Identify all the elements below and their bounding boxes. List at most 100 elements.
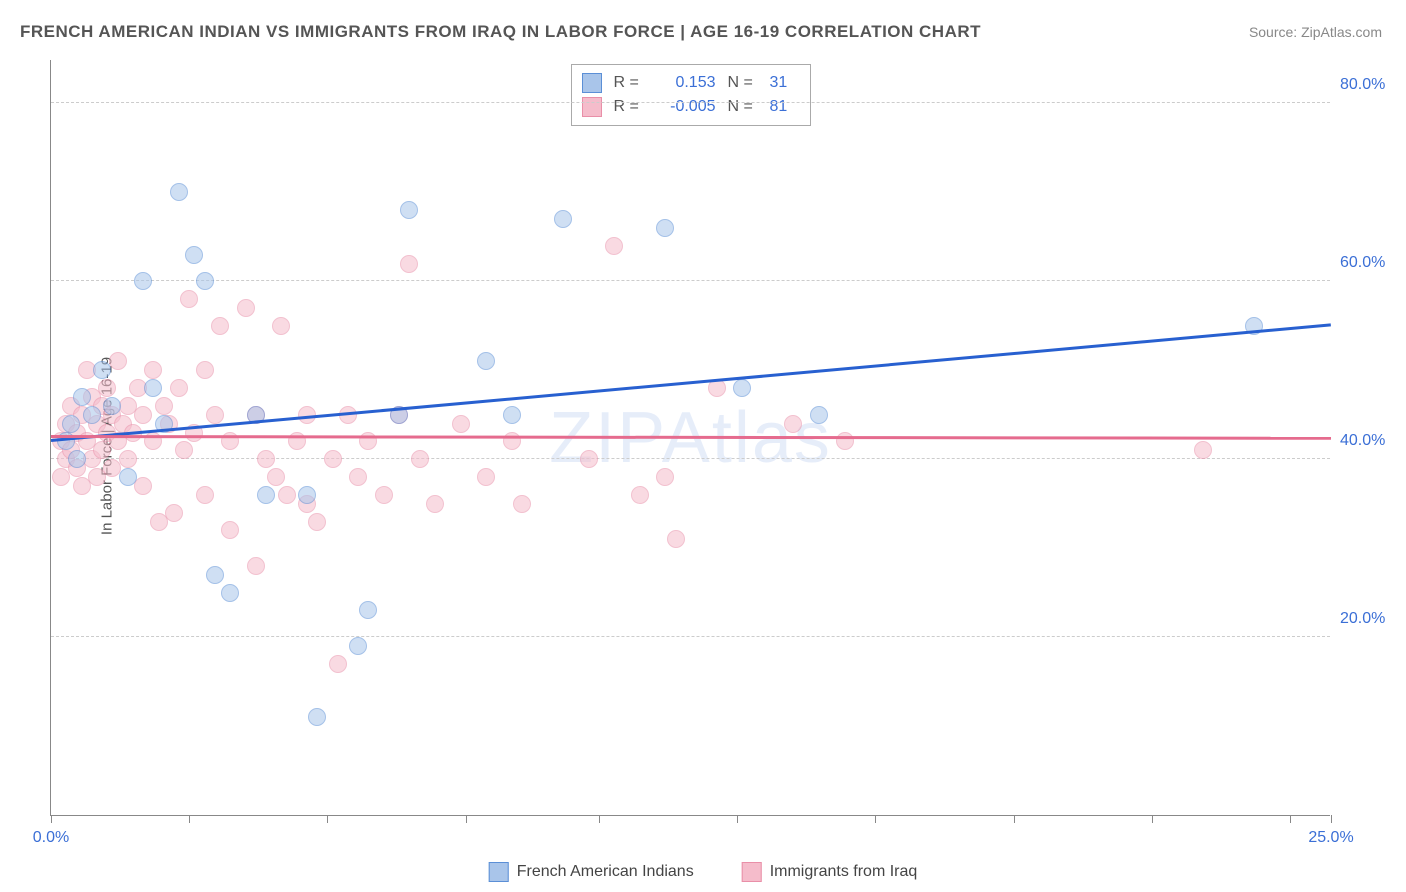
scatter-point — [349, 468, 367, 486]
legend-swatch — [582, 73, 602, 93]
scatter-point — [784, 415, 802, 433]
scatter-point — [278, 486, 296, 504]
legend-swatch — [742, 862, 762, 882]
y-tick-label: 60.0% — [1340, 254, 1400, 272]
legend-item: French American Indians — [489, 862, 694, 882]
legend-r-label: R = — [614, 74, 644, 92]
x-tick — [737, 815, 738, 823]
legend-n-label: N = — [728, 74, 758, 92]
scatter-point — [267, 468, 285, 486]
scatter-point — [656, 219, 674, 237]
scatter-point — [180, 290, 198, 308]
legend-item: Immigrants from Iraq — [742, 862, 918, 882]
gridline — [51, 102, 1330, 103]
scatter-point — [477, 352, 495, 370]
scatter-point — [477, 468, 495, 486]
scatter-point — [257, 486, 275, 504]
legend-row: R = -0.005 N = 81 — [582, 95, 800, 119]
scatter-point — [298, 486, 316, 504]
scatter-point — [134, 406, 152, 424]
legend-swatch — [582, 97, 602, 117]
scatter-point — [375, 486, 393, 504]
scatter-point — [411, 450, 429, 468]
trend-line — [51, 435, 1331, 439]
scatter-point — [155, 397, 173, 415]
scatter-point — [62, 415, 80, 433]
source-attribution: Source: ZipAtlas.com — [1249, 24, 1382, 40]
x-tick — [327, 815, 328, 823]
legend-label: Immigrants from Iraq — [770, 863, 918, 881]
scatter-point — [400, 201, 418, 219]
scatter-point — [170, 183, 188, 201]
scatter-point — [134, 272, 152, 290]
scatter-point — [109, 352, 127, 370]
scatter-point — [554, 210, 572, 228]
x-tick — [189, 815, 190, 823]
legend-n-value: 31 — [770, 74, 800, 92]
x-tick — [1014, 815, 1015, 823]
scatter-point — [119, 450, 137, 468]
scatter-point — [68, 450, 86, 468]
scatter-point — [221, 584, 239, 602]
scatter-point — [400, 255, 418, 273]
x-tick-label: 0.0% — [33, 829, 69, 847]
y-tick-label: 40.0% — [1340, 432, 1400, 450]
scatter-point — [605, 237, 623, 255]
legend-n-label: N = — [728, 98, 758, 116]
y-tick-label: 80.0% — [1340, 76, 1400, 94]
legend-r-value: 0.153 — [656, 74, 716, 92]
x-tick — [1290, 815, 1291, 823]
scatter-point — [134, 477, 152, 495]
scatter-point — [631, 486, 649, 504]
legend-r-label: R = — [614, 98, 644, 116]
legend-r-value: -0.005 — [656, 98, 716, 116]
scatter-point — [206, 406, 224, 424]
scatter-point — [329, 655, 347, 673]
y-tick-label: 20.0% — [1340, 610, 1400, 628]
scatter-point — [196, 486, 214, 504]
scatter-point — [196, 272, 214, 290]
scatter-point — [247, 557, 265, 575]
series-legend: French American Indians Immigrants from I… — [489, 862, 918, 882]
scatter-point — [144, 361, 162, 379]
chart-title: FRENCH AMERICAN INDIAN VS IMMIGRANTS FRO… — [20, 22, 981, 42]
scatter-point — [175, 441, 193, 459]
legend-n-value: 81 — [770, 98, 800, 116]
scatter-point — [426, 495, 444, 513]
scatter-point — [272, 317, 290, 335]
scatter-point — [165, 504, 183, 522]
scatter-point — [257, 450, 275, 468]
gridline — [51, 280, 1330, 281]
plot-area: ZIPAtlas R =0.153N =31R =-0.005N =81 20.… — [50, 60, 1330, 816]
scatter-point — [103, 397, 121, 415]
scatter-point — [83, 406, 101, 424]
x-tick — [1152, 815, 1153, 823]
scatter-point — [211, 317, 229, 335]
x-tick — [1331, 815, 1332, 823]
scatter-point — [513, 495, 531, 513]
scatter-point — [452, 415, 470, 433]
scatter-point — [733, 379, 751, 397]
scatter-point — [324, 450, 342, 468]
correlation-legend: R = 0.153 N = 31 R = -0.005 N = 81 — [571, 64, 811, 126]
scatter-point — [308, 708, 326, 726]
scatter-point — [667, 530, 685, 548]
gridline — [51, 458, 1330, 459]
legend-row: R = 0.153 N = 31 — [582, 71, 800, 95]
x-tick — [875, 815, 876, 823]
scatter-point — [308, 513, 326, 531]
scatter-point — [656, 468, 674, 486]
scatter-point — [170, 379, 188, 397]
scatter-point — [196, 361, 214, 379]
scatter-point — [93, 361, 111, 379]
x-tick-label: 25.0% — [1308, 829, 1353, 847]
scatter-point — [237, 299, 255, 317]
scatter-point — [580, 450, 598, 468]
scatter-point — [221, 521, 239, 539]
scatter-point — [359, 601, 377, 619]
scatter-point — [503, 406, 521, 424]
scatter-point — [185, 246, 203, 264]
gridline — [51, 636, 1330, 637]
scatter-point — [98, 379, 116, 397]
scatter-point — [1194, 441, 1212, 459]
